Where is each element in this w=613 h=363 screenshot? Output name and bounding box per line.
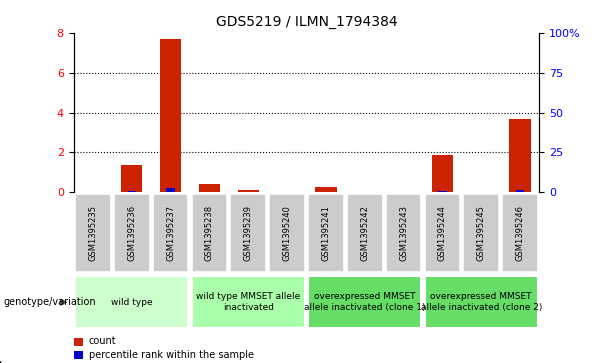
Bar	[153, 194, 188, 272]
Bar	[238, 190, 259, 192]
Bar	[199, 184, 220, 192]
Text: GSM1395244: GSM1395244	[438, 205, 447, 261]
Bar	[230, 194, 266, 272]
Text: GSM1395236: GSM1395236	[128, 205, 136, 261]
Bar	[438, 191, 447, 192]
Text: GSM1395243: GSM1395243	[399, 205, 408, 261]
Text: GSM1395239: GSM1395239	[244, 205, 253, 261]
Bar	[75, 276, 188, 328]
Bar	[160, 38, 181, 192]
Bar	[269, 194, 305, 272]
Bar	[432, 155, 453, 192]
Bar	[128, 191, 136, 192]
Bar	[425, 276, 538, 328]
Text: GSM1395245: GSM1395245	[477, 205, 485, 261]
Text: GSM1395241: GSM1395241	[321, 205, 330, 261]
Text: percentile rank within the sample: percentile rank within the sample	[89, 350, 254, 360]
Text: GSM1395237: GSM1395237	[166, 205, 175, 261]
Text: genotype/variation: genotype/variation	[3, 297, 96, 307]
Text: count: count	[89, 336, 116, 346]
Bar	[347, 194, 383, 272]
Text: overexpressed MMSET
allele inactivated (clone 2): overexpressed MMSET allele inactivated (…	[421, 293, 542, 312]
Text: wild type: wild type	[111, 298, 153, 307]
Bar	[75, 194, 111, 272]
Text: GSM1395246: GSM1395246	[516, 205, 525, 261]
Text: GSM1395238: GSM1395238	[205, 205, 214, 261]
Text: overexpressed MMSET
allele inactivated (clone 1): overexpressed MMSET allele inactivated (…	[304, 293, 425, 312]
Bar	[192, 276, 305, 328]
Bar	[114, 194, 150, 272]
Bar	[425, 194, 460, 272]
Bar	[166, 188, 175, 192]
Bar	[463, 194, 499, 272]
Text: GSM1395242: GSM1395242	[360, 205, 369, 261]
Bar	[315, 187, 337, 192]
Bar	[192, 194, 227, 272]
Text: GSM1395235: GSM1395235	[88, 205, 97, 261]
Text: GSM1395240: GSM1395240	[283, 205, 292, 261]
Bar	[516, 190, 524, 192]
Bar	[121, 166, 142, 192]
Bar	[386, 194, 421, 272]
Bar	[502, 194, 538, 272]
Bar	[308, 194, 344, 272]
Text: wild type MMSET allele
inactivated: wild type MMSET allele inactivated	[196, 293, 300, 312]
Bar	[308, 276, 421, 328]
Bar	[509, 118, 531, 192]
Text: GDS5219 / ILMN_1794384: GDS5219 / ILMN_1794384	[216, 15, 397, 29]
